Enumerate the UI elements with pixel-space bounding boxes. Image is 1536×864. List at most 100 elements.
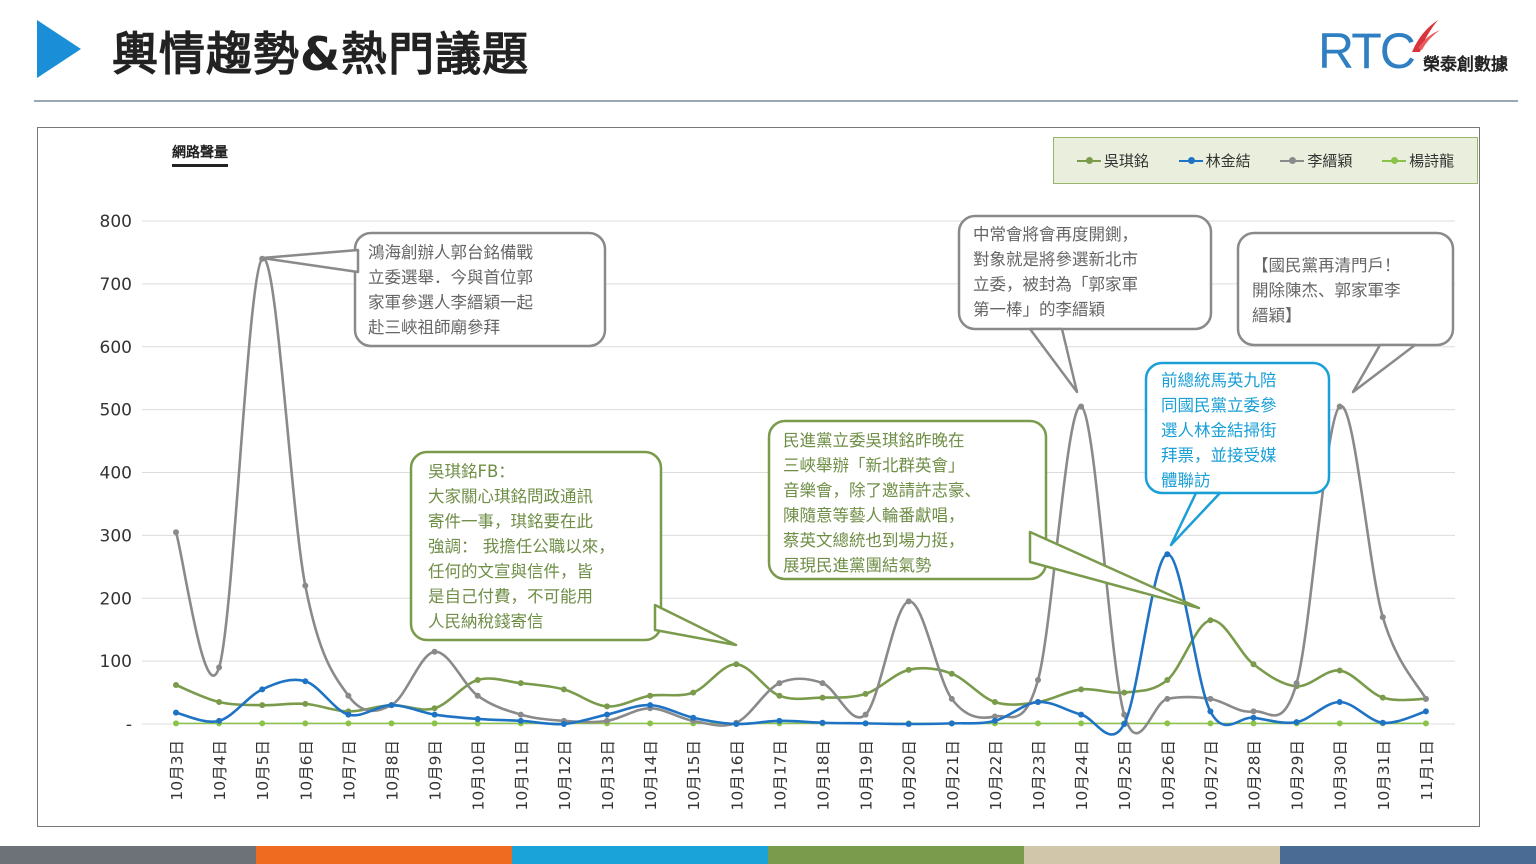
data-point xyxy=(1121,689,1128,696)
logo-company-name: 榮泰創數據 xyxy=(1423,55,1508,75)
annotation-callout-pointer xyxy=(1028,530,1201,610)
data-point xyxy=(216,717,223,724)
annotation-callout-box xyxy=(409,450,663,642)
footer-color-bar xyxy=(0,846,1536,864)
annotation-text-line: 對象就是將參選新北市 xyxy=(973,250,1138,269)
x-tick-label: 10月6日 xyxy=(297,740,315,801)
data-point xyxy=(819,694,826,701)
data-point xyxy=(1422,695,1429,702)
annotation-text-line: 鴻海創辦人郭台銘備戰 xyxy=(368,243,533,262)
x-tick-label: 10月15日 xyxy=(685,740,703,810)
data-point xyxy=(431,711,438,718)
y-tick-label: 600 xyxy=(100,338,132,358)
data-point xyxy=(819,680,826,687)
data-point xyxy=(302,678,309,685)
footer-segment xyxy=(1024,846,1280,864)
x-tick-label: 10月30日 xyxy=(1332,740,1350,810)
legend-swatch-1 xyxy=(1178,156,1203,164)
data-point xyxy=(1164,720,1171,727)
legend-item: 林金結 xyxy=(1178,150,1251,171)
annotation-text-line: 強調： 我擔任公職以來， xyxy=(428,537,615,556)
data-point xyxy=(819,719,826,726)
x-tick-label: 10月13日 xyxy=(599,740,617,810)
annotation-callout-pointer xyxy=(1351,343,1417,394)
data-point xyxy=(1121,711,1128,718)
logo-swoosh-icon xyxy=(1412,20,1440,52)
data-point xyxy=(1207,720,1214,727)
annotation-text-line: 選人林金結掃街 xyxy=(1161,421,1277,440)
footer-segment xyxy=(1280,846,1536,864)
x-tick-label: 10月7日 xyxy=(340,740,358,801)
data-point xyxy=(216,698,223,705)
data-point xyxy=(647,702,654,709)
x-tick-label: 10月16日 xyxy=(728,740,746,810)
x-tick-label: 10月25日 xyxy=(1116,740,1134,810)
header-triangle-icon xyxy=(37,20,81,78)
x-tick-label: 10月12日 xyxy=(556,740,574,810)
annotation-text-line: 【國民黨再清門戶！ xyxy=(1252,256,1401,275)
annotation-callout-box xyxy=(767,419,1048,581)
y-tick-label: - xyxy=(126,715,132,735)
data-point xyxy=(431,705,438,712)
data-point xyxy=(690,689,697,696)
legend-item: 楊詩龍 xyxy=(1382,150,1454,171)
data-point xyxy=(1250,714,1257,721)
data-point xyxy=(345,711,352,718)
data-point xyxy=(905,598,912,605)
annotation-callout-box xyxy=(957,214,1213,331)
x-tick-label: 10月17日 xyxy=(771,740,789,810)
annotation-text-line: 同國民黨立委參 xyxy=(1161,396,1277,415)
footer-segment xyxy=(768,846,1024,864)
annotation-callout-pointer xyxy=(1028,327,1079,394)
annotation-text-line: 立委選舉．今與首位郭 xyxy=(368,268,533,287)
data-point xyxy=(1035,676,1041,683)
legend-label: 吳琪銘 xyxy=(1103,152,1149,170)
y-tick-label: 700 xyxy=(100,275,132,295)
data-point xyxy=(302,582,309,589)
y-axis-title: 網路聲量 xyxy=(172,142,228,167)
x-tick-label: 10月29日 xyxy=(1289,740,1307,810)
data-point xyxy=(560,686,567,693)
annotation-text-line: 拜票，並接受媒 xyxy=(1161,446,1277,465)
data-point xyxy=(991,713,998,720)
x-tick-label: 11月1日 xyxy=(1418,740,1436,801)
x-tick-label: 10月4日 xyxy=(211,740,229,801)
annotation-text-line: 大家關心琪銘問政通訊 xyxy=(428,487,593,506)
y-tick-label: 300 xyxy=(100,526,132,546)
data-point xyxy=(1422,708,1429,715)
data-point xyxy=(604,717,610,724)
data-point xyxy=(1336,403,1343,410)
data-point xyxy=(345,692,352,699)
data-point xyxy=(776,680,783,687)
y-tick-label: 400 xyxy=(100,464,132,484)
y-tick-label: 800 xyxy=(100,212,132,232)
data-point xyxy=(474,676,481,683)
data-point xyxy=(1250,720,1257,727)
annotation-text-line: 第一棒」的李縉穎 xyxy=(973,300,1105,319)
data-point xyxy=(604,703,610,710)
x-tick-label: 10月19日 xyxy=(858,740,876,810)
data-point xyxy=(1379,719,1386,726)
data-point xyxy=(604,711,610,718)
data-point xyxy=(991,717,998,724)
legend-swatch-0 xyxy=(1076,156,1101,164)
annotation-text-line: 赴三峽祖師廟參拜 xyxy=(368,318,500,337)
data-point xyxy=(862,711,869,718)
annotation-text-line: 展現民進黨團結氣勢 xyxy=(783,556,932,575)
data-point xyxy=(776,717,783,724)
x-tick-label: 10月10日 xyxy=(470,740,488,810)
data-point xyxy=(1035,698,1041,705)
footer-segment xyxy=(512,846,768,864)
data-point xyxy=(948,670,955,677)
x-tick-label: 10月31日 xyxy=(1375,740,1393,810)
annotation-text-line: 吳琪銘FB： xyxy=(428,462,515,481)
annotation-text-line: 縉穎】 xyxy=(1252,306,1302,325)
legend-label: 楊詩龍 xyxy=(1409,152,1455,170)
logo-mark: RTC xyxy=(1318,23,1416,79)
annotation-callout-pointer xyxy=(653,603,738,647)
x-tick-label: 10月26日 xyxy=(1159,740,1177,810)
data-point xyxy=(517,680,524,687)
data-point xyxy=(1121,721,1128,727)
annotation-text-line: 三峽舉辦「新北群英會」 xyxy=(783,456,965,475)
data-point xyxy=(1250,708,1257,715)
